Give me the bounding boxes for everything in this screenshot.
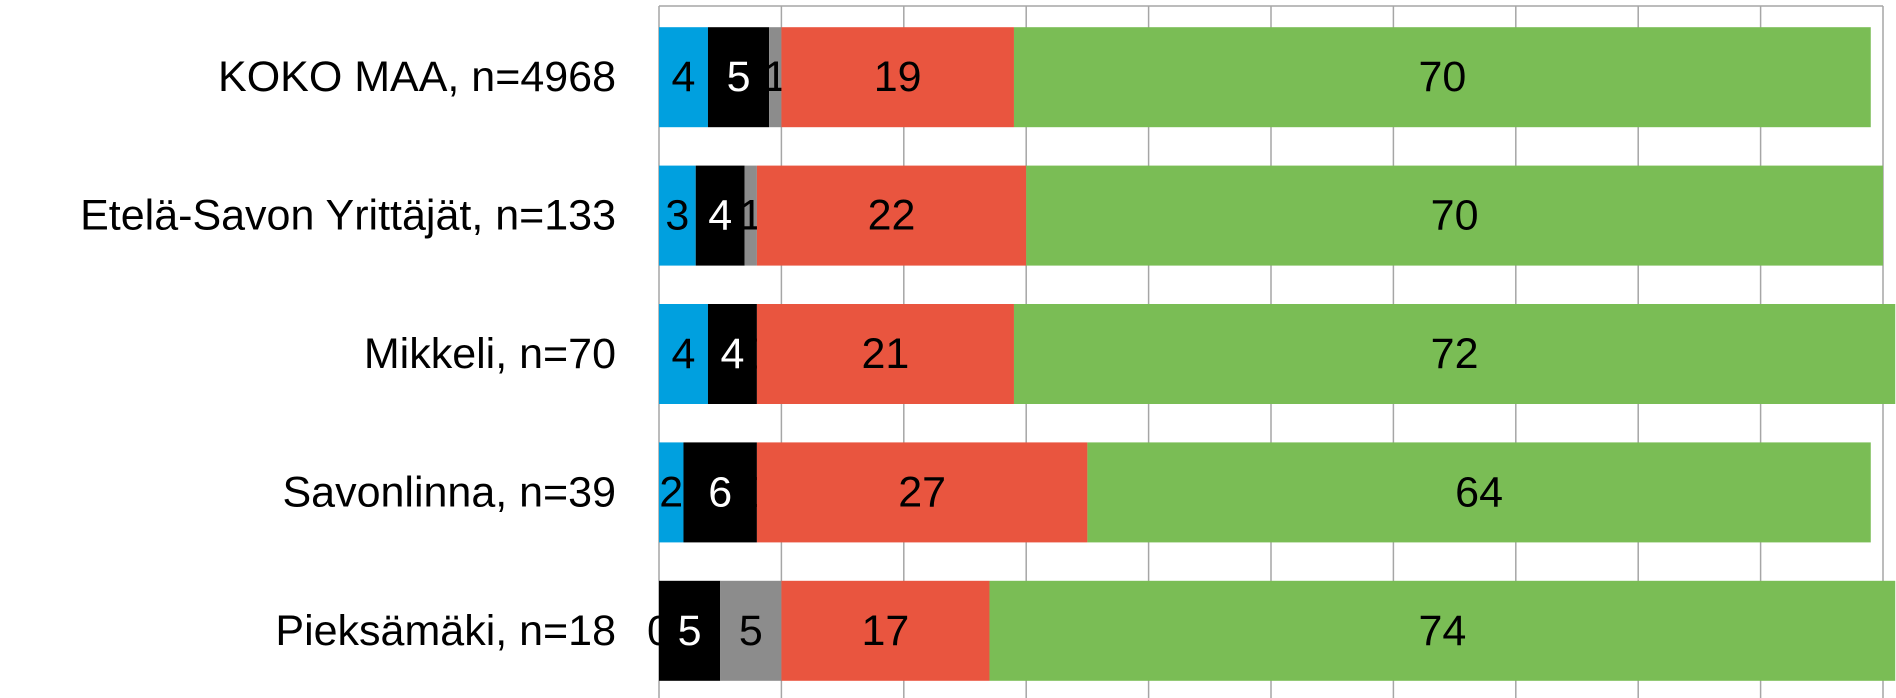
- data-label: 4: [720, 330, 744, 378]
- data-label: 5: [739, 607, 763, 655]
- data-label: 17: [862, 607, 910, 655]
- data-label: 5: [727, 53, 751, 101]
- y-tick-label: Pieksämäki, n=18: [275, 607, 616, 655]
- bar-segment: [695, 165, 745, 266]
- data-label: 2: [659, 468, 683, 516]
- y-tick-label: Etelä-Savon Yrittäjät, n=133: [80, 192, 616, 240]
- bar-segment: [659, 304, 708, 404]
- y-tick-label: KOKO MAA, n=4968: [218, 53, 616, 101]
- data-label: 4: [708, 192, 732, 240]
- bar-segment: [720, 580, 782, 681]
- data-label: 21: [862, 330, 910, 378]
- bar-segment: [1013, 304, 1896, 404]
- bar-segment: [1087, 442, 1871, 543]
- bar-segment: [756, 304, 1014, 404]
- bar-segment: [769, 27, 782, 128]
- bar-segment: [989, 580, 1896, 681]
- bar-segment: [659, 27, 708, 128]
- bar-segment: [781, 580, 990, 681]
- data-label: 64: [1455, 468, 1503, 516]
- bar-segment: [707, 27, 770, 128]
- data-label: 4: [672, 330, 696, 378]
- data-label: 74: [1418, 607, 1466, 655]
- bar-segment: [1026, 165, 1883, 266]
- data-label: 72: [1431, 330, 1479, 378]
- bar-segment: [744, 165, 757, 266]
- data-label: 5: [678, 607, 702, 655]
- data-label: 6: [708, 468, 732, 516]
- data-label: 22: [868, 192, 916, 240]
- bar-segment: [659, 580, 721, 681]
- bar-segment: [683, 442, 757, 543]
- data-label: 3: [665, 192, 689, 240]
- bar-segment: [659, 442, 684, 543]
- bar-segment: [756, 165, 1027, 266]
- bar-segment: [659, 165, 696, 266]
- y-tick-label: Savonlinna, n=39: [282, 468, 616, 516]
- bar-segment: [756, 442, 1088, 543]
- data-label: 70: [1431, 192, 1479, 240]
- data-label: 27: [898, 468, 946, 516]
- y-tick-label: Mikkeli, n=70: [364, 330, 616, 378]
- bar-segment: [1013, 27, 1871, 128]
- data-label: 4: [672, 53, 696, 101]
- bar-segment: [707, 304, 757, 404]
- data-label: 1: [739, 192, 763, 240]
- data-label: 1: [763, 53, 787, 101]
- data-label: 70: [1418, 53, 1466, 101]
- data-label: 19: [874, 53, 922, 101]
- bar-segment: [781, 27, 1014, 128]
